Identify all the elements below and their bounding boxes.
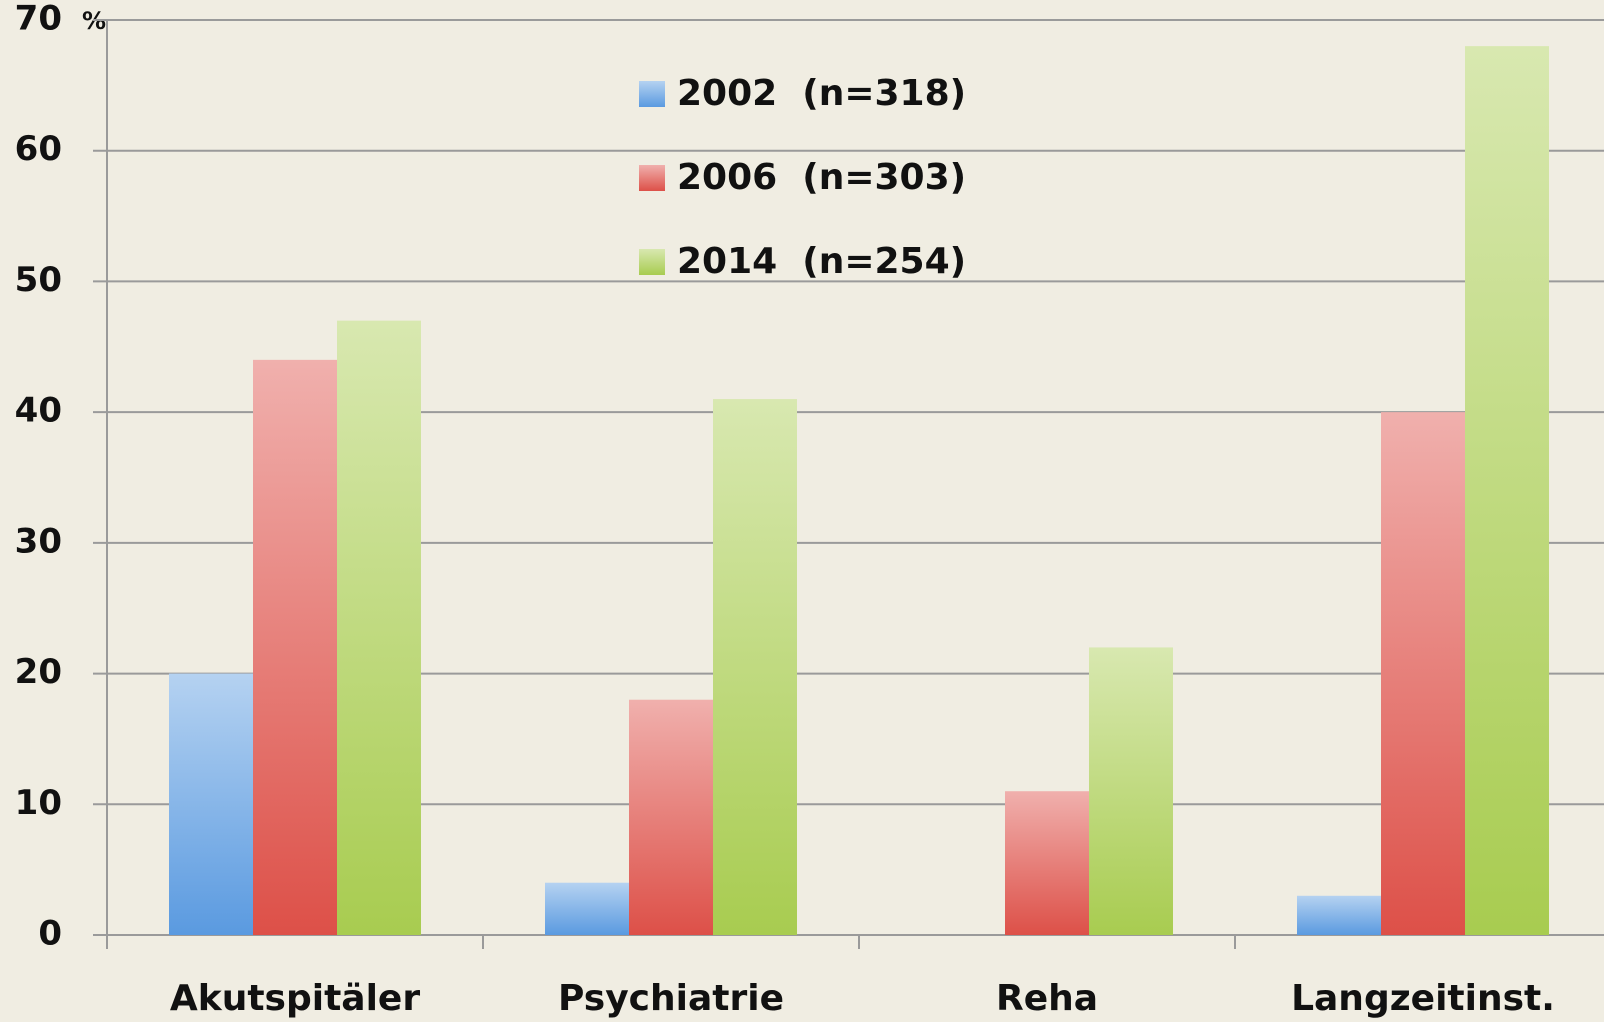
- bar: [253, 359, 337, 935]
- bar: [169, 673, 253, 935]
- y-tick-label: 0: [38, 914, 62, 954]
- legend-label: 2014 (n=254): [677, 241, 966, 282]
- legend-swatch: [639, 249, 665, 275]
- y-tick-label: 60: [15, 129, 62, 169]
- y-tick-label: 40: [15, 391, 62, 431]
- legend-label: 2006 (n=303): [677, 157, 966, 198]
- x-tick-label: Langzeitinst.: [1291, 978, 1555, 1019]
- x-tick-label: Psychiatrie: [558, 978, 784, 1019]
- y-tick-label: 20: [15, 652, 62, 692]
- x-tick-label: Akutspitäler: [170, 978, 420, 1019]
- y-tick-label: 30: [15, 521, 62, 561]
- bar: [1089, 647, 1173, 935]
- bar: [713, 399, 797, 936]
- y-tick-label: 10: [15, 783, 62, 823]
- bar: [629, 699, 713, 935]
- y-tick-label: 50: [15, 260, 62, 300]
- bar: [545, 882, 629, 935]
- legend-label: 2002 (n=318): [677, 73, 966, 114]
- legend-swatch: [639, 81, 665, 107]
- bar: [1465, 46, 1549, 935]
- y-tick-label: 70: [15, 0, 62, 39]
- bar: [1005, 791, 1089, 935]
- x-tick-label: Reha: [996, 978, 1098, 1019]
- bar: [1297, 895, 1381, 935]
- bar: [337, 320, 421, 936]
- bar: [1381, 412, 1465, 936]
- legend-swatch: [639, 165, 665, 191]
